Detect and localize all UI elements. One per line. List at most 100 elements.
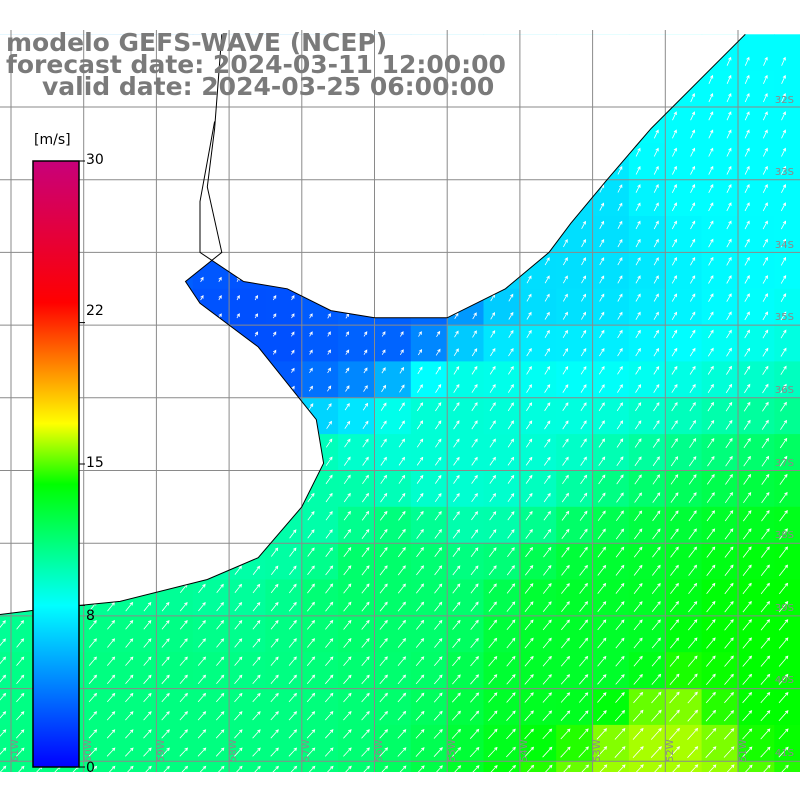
wind-arrow [726, 93, 732, 103]
wind-arrow [633, 691, 644, 704]
wind-arrow [451, 728, 461, 739]
wind-arrow [687, 691, 698, 704]
wind-arrow [470, 710, 480, 721]
wind-arrow [506, 565, 515, 576]
wind-arrow [579, 582, 588, 594]
wind-arrow [161, 729, 170, 739]
wind-arrow [252, 692, 261, 703]
wind-arrow [617, 202, 623, 211]
wind-arrow [707, 420, 715, 430]
wind-arrow [544, 420, 551, 430]
wind-arrow [744, 293, 750, 302]
wind-arrow [288, 711, 298, 721]
model-title: modelo GEFS-WAVE (NCEP) [6, 28, 388, 57]
wind-arrow [615, 582, 625, 594]
wind-arrow [379, 638, 388, 648]
wind-cell [192, 761, 230, 772]
wind-arrow [671, 347, 678, 357]
wind-arrow [560, 619, 570, 631]
wind-arrow [542, 746, 553, 758]
wind-arrow [616, 474, 624, 485]
wind-arrow [634, 510, 643, 522]
wind-arrow [599, 238, 605, 248]
wind-arrow [524, 565, 534, 576]
wind-arrow [199, 765, 207, 772]
wind-arrow [599, 202, 605, 211]
wind-cell [592, 434, 630, 471]
wind-cell [556, 761, 594, 772]
wind-arrow [779, 455, 788, 467]
wind-arrow [380, 456, 387, 466]
wind-arrow [435, 402, 442, 412]
wind-arrow [307, 511, 315, 521]
wind-arrow [672, 764, 681, 772]
wind-arrow [689, 402, 696, 412]
wind-arrow [309, 313, 313, 319]
wind-arrow [489, 402, 496, 412]
wind-arrow [488, 547, 497, 557]
wind-cell [738, 506, 775, 544]
wind-arrow [688, 601, 698, 613]
wind-arrow [307, 529, 315, 539]
wind-arrow [471, 348, 478, 357]
wind-arrow [415, 692, 425, 703]
wind-arrow [688, 456, 697, 467]
colorbar-unit-label: [m/s] [34, 132, 71, 148]
wind-arrow [453, 493, 460, 503]
wind-arrow [778, 655, 789, 667]
wind-cell [447, 506, 485, 544]
wind-cell [665, 107, 703, 144]
wind-arrow [308, 765, 316, 772]
wind-arrow [706, 582, 716, 595]
wind-arrow [288, 583, 297, 594]
wind-arrow [327, 367, 331, 374]
wind-arrow [560, 655, 571, 667]
wind-arrow [762, 165, 768, 175]
wind-arrow [417, 384, 423, 393]
wind-arrow [653, 402, 660, 412]
wind-arrow [617, 311, 623, 320]
wind-arrow [542, 710, 553, 721]
wind-arrow [763, 764, 771, 772]
wind-arrow [434, 474, 442, 484]
wind-arrow [597, 637, 607, 649]
wind-arrow [488, 710, 498, 721]
wind-arrow [581, 220, 586, 229]
wind-arrow [726, 238, 732, 248]
colorbar-tick-label: 15 [86, 455, 104, 471]
forecast-date: forecast date: 2024-03-11 12:00:00 [6, 50, 506, 79]
wind-arrow [416, 492, 424, 503]
wind-arrow [760, 582, 770, 595]
wind-arrow [560, 783, 570, 793]
wind-arrow [361, 692, 370, 703]
wind-arrow [634, 420, 642, 430]
wind-arrow [633, 564, 643, 576]
wind-cell [774, 70, 800, 108]
wind-arrow [690, 256, 696, 266]
wind-arrow [562, 474, 569, 485]
wind-cell [120, 761, 157, 772]
wind-arrow [379, 565, 388, 576]
wind-arrow [761, 510, 770, 522]
wind-arrow [762, 111, 768, 121]
wind-arrow [272, 294, 277, 301]
wind-arrow [363, 349, 368, 355]
wind-arrow [416, 528, 424, 539]
wind-arrow [708, 220, 714, 230]
wind-arrow [343, 619, 352, 630]
wind-arrow [470, 529, 479, 539]
wind-arrow [252, 583, 261, 594]
wind-arrow [562, 420, 569, 430]
wind-arrow [307, 785, 315, 793]
wind-arrow [524, 655, 534, 667]
wind-arrow [161, 601, 170, 612]
wind-arrow [635, 402, 642, 412]
wind-arrow [380, 492, 388, 503]
wind-arrow [653, 383, 660, 393]
wind-cell [774, 216, 800, 253]
wind-arrow [779, 528, 788, 540]
wind-arrow [526, 275, 532, 284]
wind-arrow [16, 692, 25, 703]
wind-arrow [106, 729, 116, 739]
wind-arrow [707, 401, 714, 412]
